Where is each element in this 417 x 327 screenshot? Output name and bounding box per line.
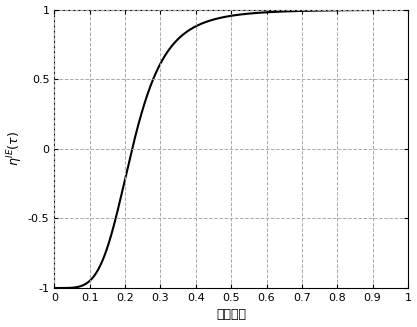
X-axis label: 全体算例: 全体算例 xyxy=(216,308,246,321)
Y-axis label: $\eta^{IE}(\tau)$: $\eta^{IE}(\tau)$ xyxy=(5,131,25,166)
